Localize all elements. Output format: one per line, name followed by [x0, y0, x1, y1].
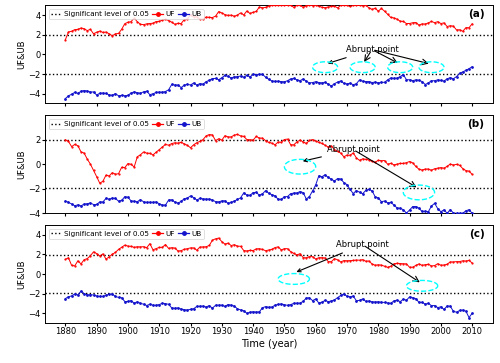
Text: Abrupt point: Abrupt point: [304, 145, 380, 162]
Text: Abrupt point: Abrupt point: [329, 45, 398, 64]
Text: Abrupt point: Abrupt point: [298, 240, 389, 272]
Y-axis label: UF&UB: UF&UB: [17, 150, 26, 179]
Text: (c): (c): [468, 229, 484, 239]
X-axis label: Time (year): Time (year): [240, 339, 297, 349]
Y-axis label: UF&UB: UF&UB: [17, 40, 26, 69]
Text: (b): (b): [468, 119, 484, 129]
Text: (a): (a): [468, 9, 484, 19]
Legend: Significant level of 0.05, UF, UB: Significant level of 0.05, UF, UB: [48, 229, 204, 239]
Legend: Significant level of 0.05, UF, UB: Significant level of 0.05, UF, UB: [48, 119, 204, 129]
Y-axis label: UF&UB: UF&UB: [17, 259, 26, 289]
Legend: Significant level of 0.05, UF, UB: Significant level of 0.05, UF, UB: [48, 9, 204, 20]
